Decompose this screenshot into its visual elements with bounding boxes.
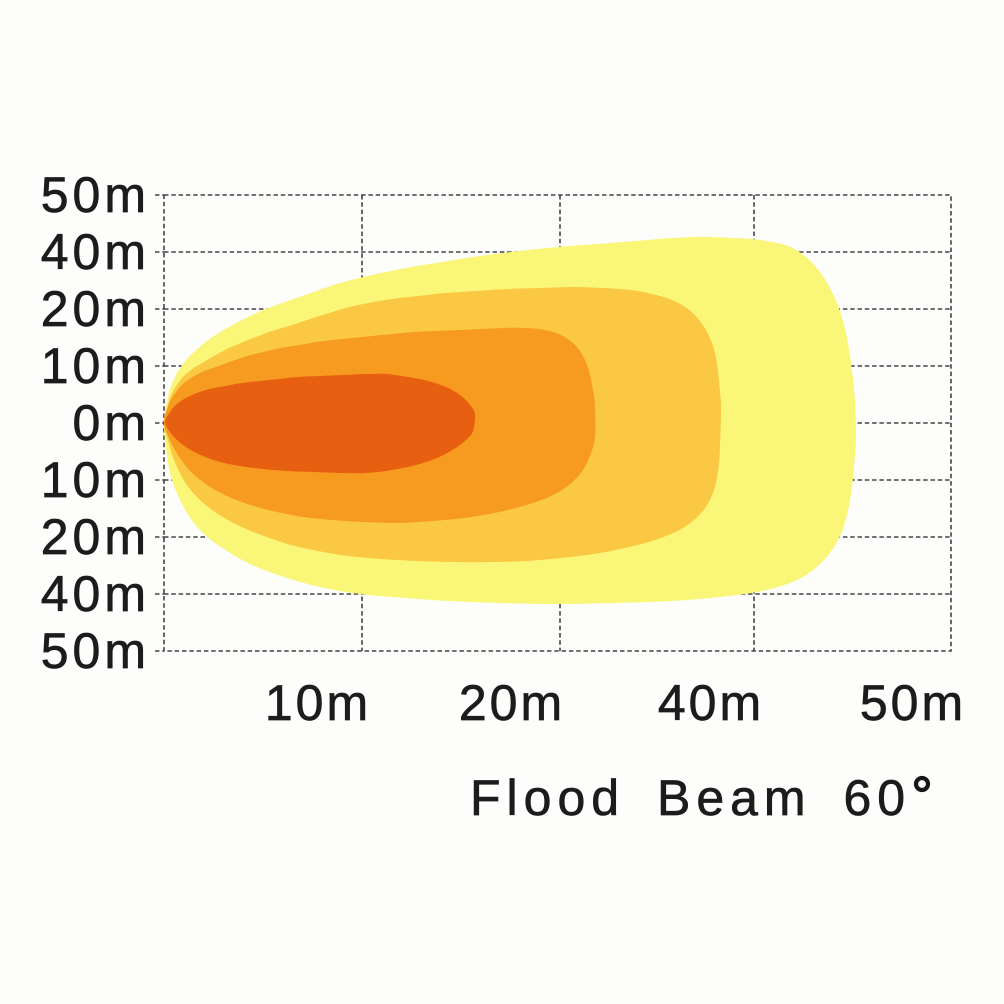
svg-text:50m: 50m xyxy=(41,623,150,679)
svg-text:20m: 20m xyxy=(41,509,150,565)
svg-text:50m: 50m xyxy=(860,675,966,731)
svg-text:20m: 20m xyxy=(459,675,565,731)
svg-text:40m: 40m xyxy=(41,224,150,280)
svg-text:10m: 10m xyxy=(265,675,371,731)
svg-text:0m: 0m xyxy=(73,395,150,451)
svg-text:10m: 10m xyxy=(41,452,150,508)
svg-text:Flood Beam 60: Flood Beam 60 xyxy=(470,770,911,826)
svg-text:40m: 40m xyxy=(41,566,150,622)
svg-text:20m: 20m xyxy=(41,281,150,337)
svg-text:50m: 50m xyxy=(41,167,150,223)
svg-text:10m: 10m xyxy=(41,338,150,394)
svg-text:40m: 40m xyxy=(658,675,764,731)
